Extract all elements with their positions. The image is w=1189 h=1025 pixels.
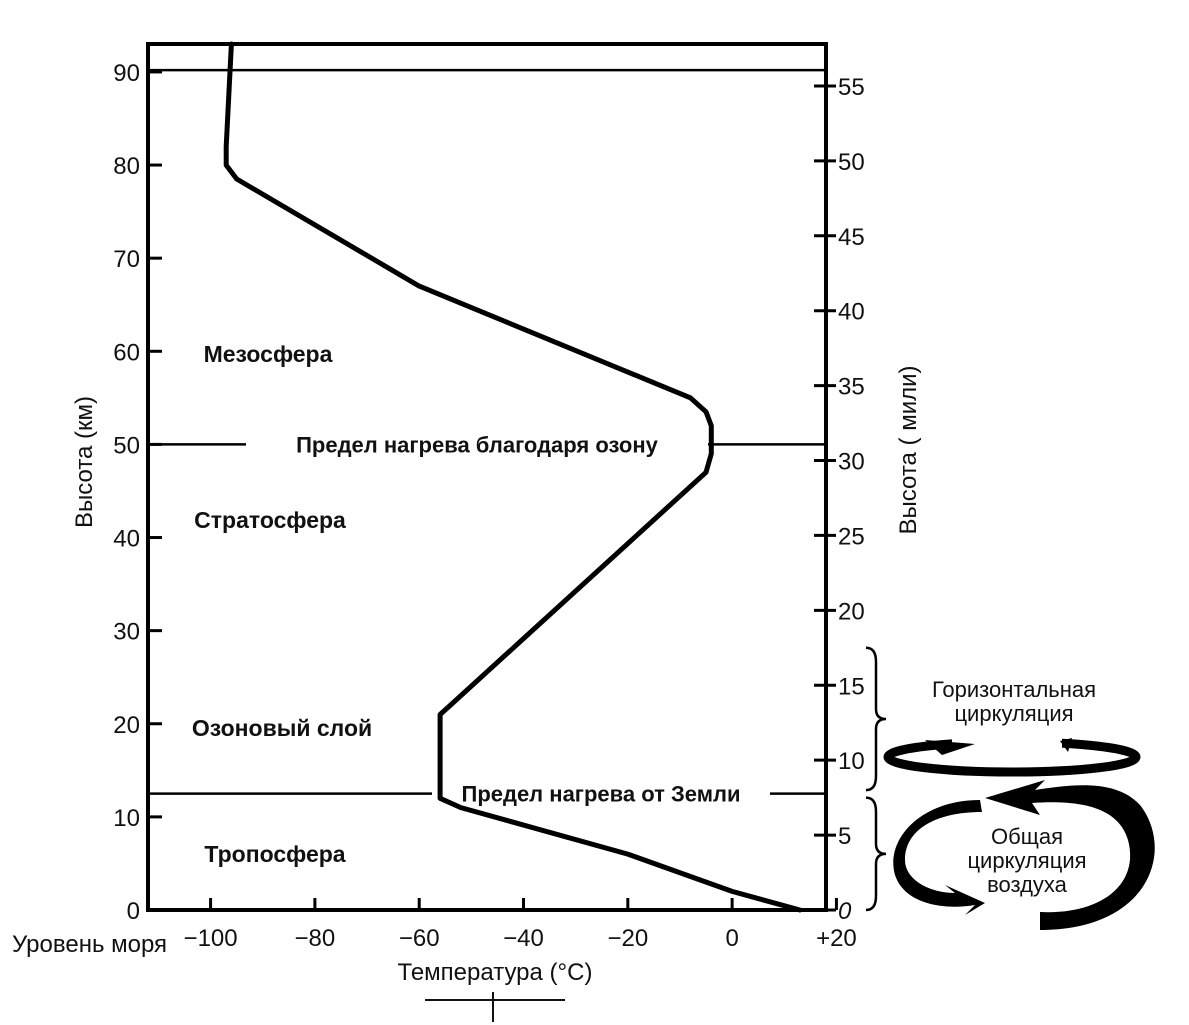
horizontal-circulation-label: Горизонтальная [932,677,1096,702]
general-circulation-brace [865,796,887,912]
y-tick-label: 80 [113,153,140,180]
region-label: Мезосфера [204,341,333,367]
horizontal-circulation-arrow-icon [883,732,1141,777]
x-tick-label: 0 [725,925,738,952]
y2-tick-label: 5 [838,823,851,850]
x-axis-title: Температура (°C) [398,959,593,986]
y-tick-label: 60 [113,339,140,366]
y2-tick-label: 50 [838,149,865,176]
y2-tick-label: 20 [838,598,865,625]
plot-frame [146,42,828,912]
x-tick-label: −80 [295,925,336,952]
y-tick-label: 50 [113,432,140,459]
horizontal-circulation-label: циркуляция [954,701,1073,726]
general-circulation-label: воздуха [987,872,1068,897]
y-tick-label: 90 [113,60,140,87]
chart-labels: 0 10 20 30 40 50 60 70 80 90 0 5 10 15 20 25 30 35 40 45 50 5… [113,60,1096,952]
general-circulation-label: циркуляция [967,848,1086,873]
x-tick-label: −20 [607,925,648,952]
y2-tick-label: 25 [838,523,865,550]
x-tick-label: −40 [503,925,544,952]
y-tick-label: 20 [113,712,140,739]
horizontal-circulation-brace [865,646,887,792]
x-tick-label: −60 [399,925,440,952]
y2-tick-label: 40 [838,299,865,326]
region-label: Тропосфера [204,841,345,867]
scale-mark [425,992,565,1022]
boundary-label: Предел нагрева от Земли [462,782,741,807]
y2-tick-label: 0 [838,898,852,925]
y-tick-label: 40 [113,526,140,553]
y2-tick-label: 55 [838,74,865,101]
x-tick-label: +20 [816,925,857,952]
general-circulation-label: Общая [991,824,1063,849]
y-axis-title-km: Высота (км) [71,396,98,528]
y-tick-label: 0 [127,898,140,925]
y2-tick-label: 15 [838,673,865,700]
y2-axis-title-miles: Высота ( мили) [895,365,922,534]
y-tick-label: 30 [113,619,140,646]
boundary-label: Предел нагрева благодаря озону [296,432,659,457]
y2-tick-label: 45 [838,224,865,251]
y2-tick-label: 30 [838,449,865,476]
plot-area [146,41,838,913]
y-tick-label: 10 [113,805,140,832]
general-circulation-arrow-icon [893,780,1155,930]
y-tick-label: 70 [113,246,140,273]
circulation-diagram [883,732,1155,930]
temperature-curve [223,41,803,913]
region-label: Озоновый слой [192,715,372,741]
x-tick-label: −100 [184,925,238,952]
y2-tick-label: 35 [838,374,865,401]
y2-tick-label: 10 [838,748,865,775]
sea-level-label: Уровень моря [12,931,167,958]
region-label: Стратосфера [194,507,346,533]
